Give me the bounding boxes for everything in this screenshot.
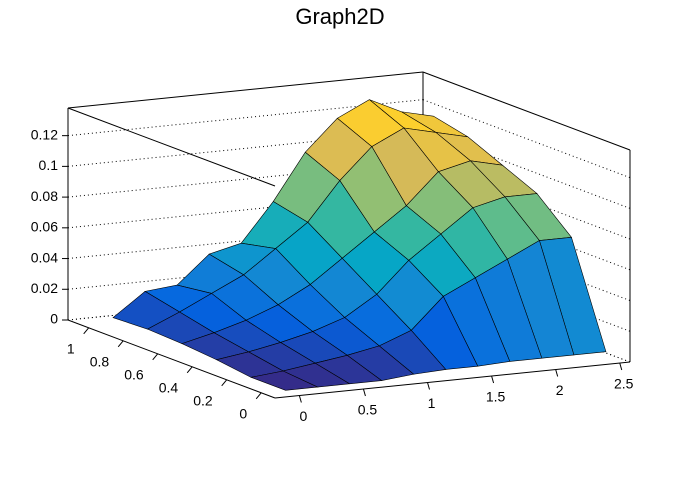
y-tick-label: 1 bbox=[67, 341, 75, 357]
x-tick bbox=[555, 369, 559, 377]
y-tick bbox=[221, 379, 228, 387]
y-tick-label: 0.2 bbox=[193, 393, 213, 409]
box-edge bbox=[274, 361, 631, 399]
x-tick bbox=[427, 382, 430, 390]
z-tick-label: 0.04 bbox=[31, 249, 58, 265]
x-tick-label: 1.5 bbox=[486, 389, 506, 405]
y-tick bbox=[255, 392, 262, 400]
x-tick bbox=[298, 395, 302, 403]
z-tick-label: 0.12 bbox=[31, 126, 58, 142]
box-edge bbox=[67, 107, 276, 187]
box-edge bbox=[422, 71, 631, 151]
x-tick bbox=[362, 388, 366, 397]
y-tick bbox=[152, 353, 159, 361]
y-tick bbox=[186, 366, 193, 374]
z-tick-label: 0.1 bbox=[39, 157, 59, 173]
x-tick-label: 2.5 bbox=[614, 376, 634, 392]
y-tick-label: 0.4 bbox=[159, 380, 179, 396]
x-tick-label: 0 bbox=[299, 408, 307, 424]
surface-cell bbox=[249, 370, 319, 391]
x-tick-label: 2 bbox=[556, 382, 564, 398]
box-edge bbox=[67, 319, 276, 399]
y-tick-label: 0 bbox=[239, 406, 247, 422]
y-tick-label: 0.8 bbox=[90, 354, 110, 370]
z-tick-label: 0.08 bbox=[31, 188, 58, 204]
y-tick-label: 0.6 bbox=[124, 367, 144, 383]
z-tick-label: 0.06 bbox=[31, 219, 58, 235]
x-tick bbox=[619, 362, 623, 371]
z-tick-label: 0.02 bbox=[31, 280, 58, 296]
y-tick bbox=[117, 340, 124, 348]
box-edge bbox=[67, 71, 424, 109]
x-tick-label: 1 bbox=[428, 395, 436, 411]
chart-title: Graph2D bbox=[295, 4, 384, 29]
x-tick-label: 0.5 bbox=[358, 402, 378, 418]
grid-line bbox=[422, 99, 631, 179]
y-tick bbox=[83, 327, 90, 335]
z-tick-label: 0 bbox=[50, 311, 58, 327]
x-tick bbox=[491, 375, 495, 384]
